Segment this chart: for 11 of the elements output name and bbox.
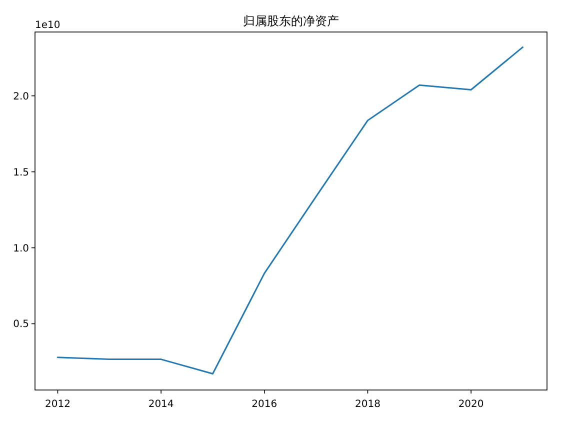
x-tick-label: 2020	[458, 399, 484, 410]
y-tick-label: 2.0	[13, 91, 29, 102]
y-tick-label: 0.5	[13, 319, 29, 330]
x-tick-label: 2012	[45, 399, 70, 410]
x-tick-label: 2014	[148, 399, 174, 410]
text: 1e10	[35, 20, 60, 31]
x-tick-label: 2016	[252, 399, 278, 410]
x-tick-label: 2018	[354, 399, 380, 410]
y-tick-label: 1.5	[13, 167, 29, 178]
chart-title: 归属股东的净资产	[243, 14, 339, 28]
y-tick-label: 1.0	[13, 243, 29, 254]
